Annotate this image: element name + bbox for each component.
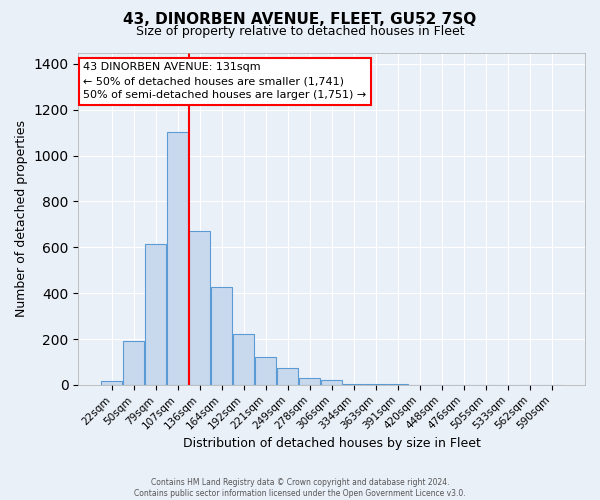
Text: 43 DINORBEN AVENUE: 131sqm
← 50% of detached houses are smaller (1,741)
50% of s: 43 DINORBEN AVENUE: 131sqm ← 50% of deta… (83, 62, 367, 100)
Text: Contains HM Land Registry data © Crown copyright and database right 2024.
Contai: Contains HM Land Registry data © Crown c… (134, 478, 466, 498)
Text: Size of property relative to detached houses in Fleet: Size of property relative to detached ho… (136, 25, 464, 38)
Bar (343, 384, 364, 385)
Bar (101, 382, 122, 385)
Bar (365, 384, 386, 385)
Y-axis label: Number of detached properties: Number of detached properties (15, 120, 28, 317)
Bar (277, 368, 298, 385)
Bar (145, 244, 166, 385)
Bar (233, 334, 254, 385)
Bar (299, 378, 320, 385)
Bar (167, 132, 188, 385)
Text: 43, DINORBEN AVENUE, FLEET, GU52 7SQ: 43, DINORBEN AVENUE, FLEET, GU52 7SQ (124, 12, 476, 28)
Bar (211, 288, 232, 385)
X-axis label: Distribution of detached houses by size in Fleet: Distribution of detached houses by size … (183, 437, 481, 450)
Bar (124, 342, 144, 385)
Bar (321, 380, 342, 385)
Bar (256, 358, 276, 385)
Bar (190, 232, 210, 385)
